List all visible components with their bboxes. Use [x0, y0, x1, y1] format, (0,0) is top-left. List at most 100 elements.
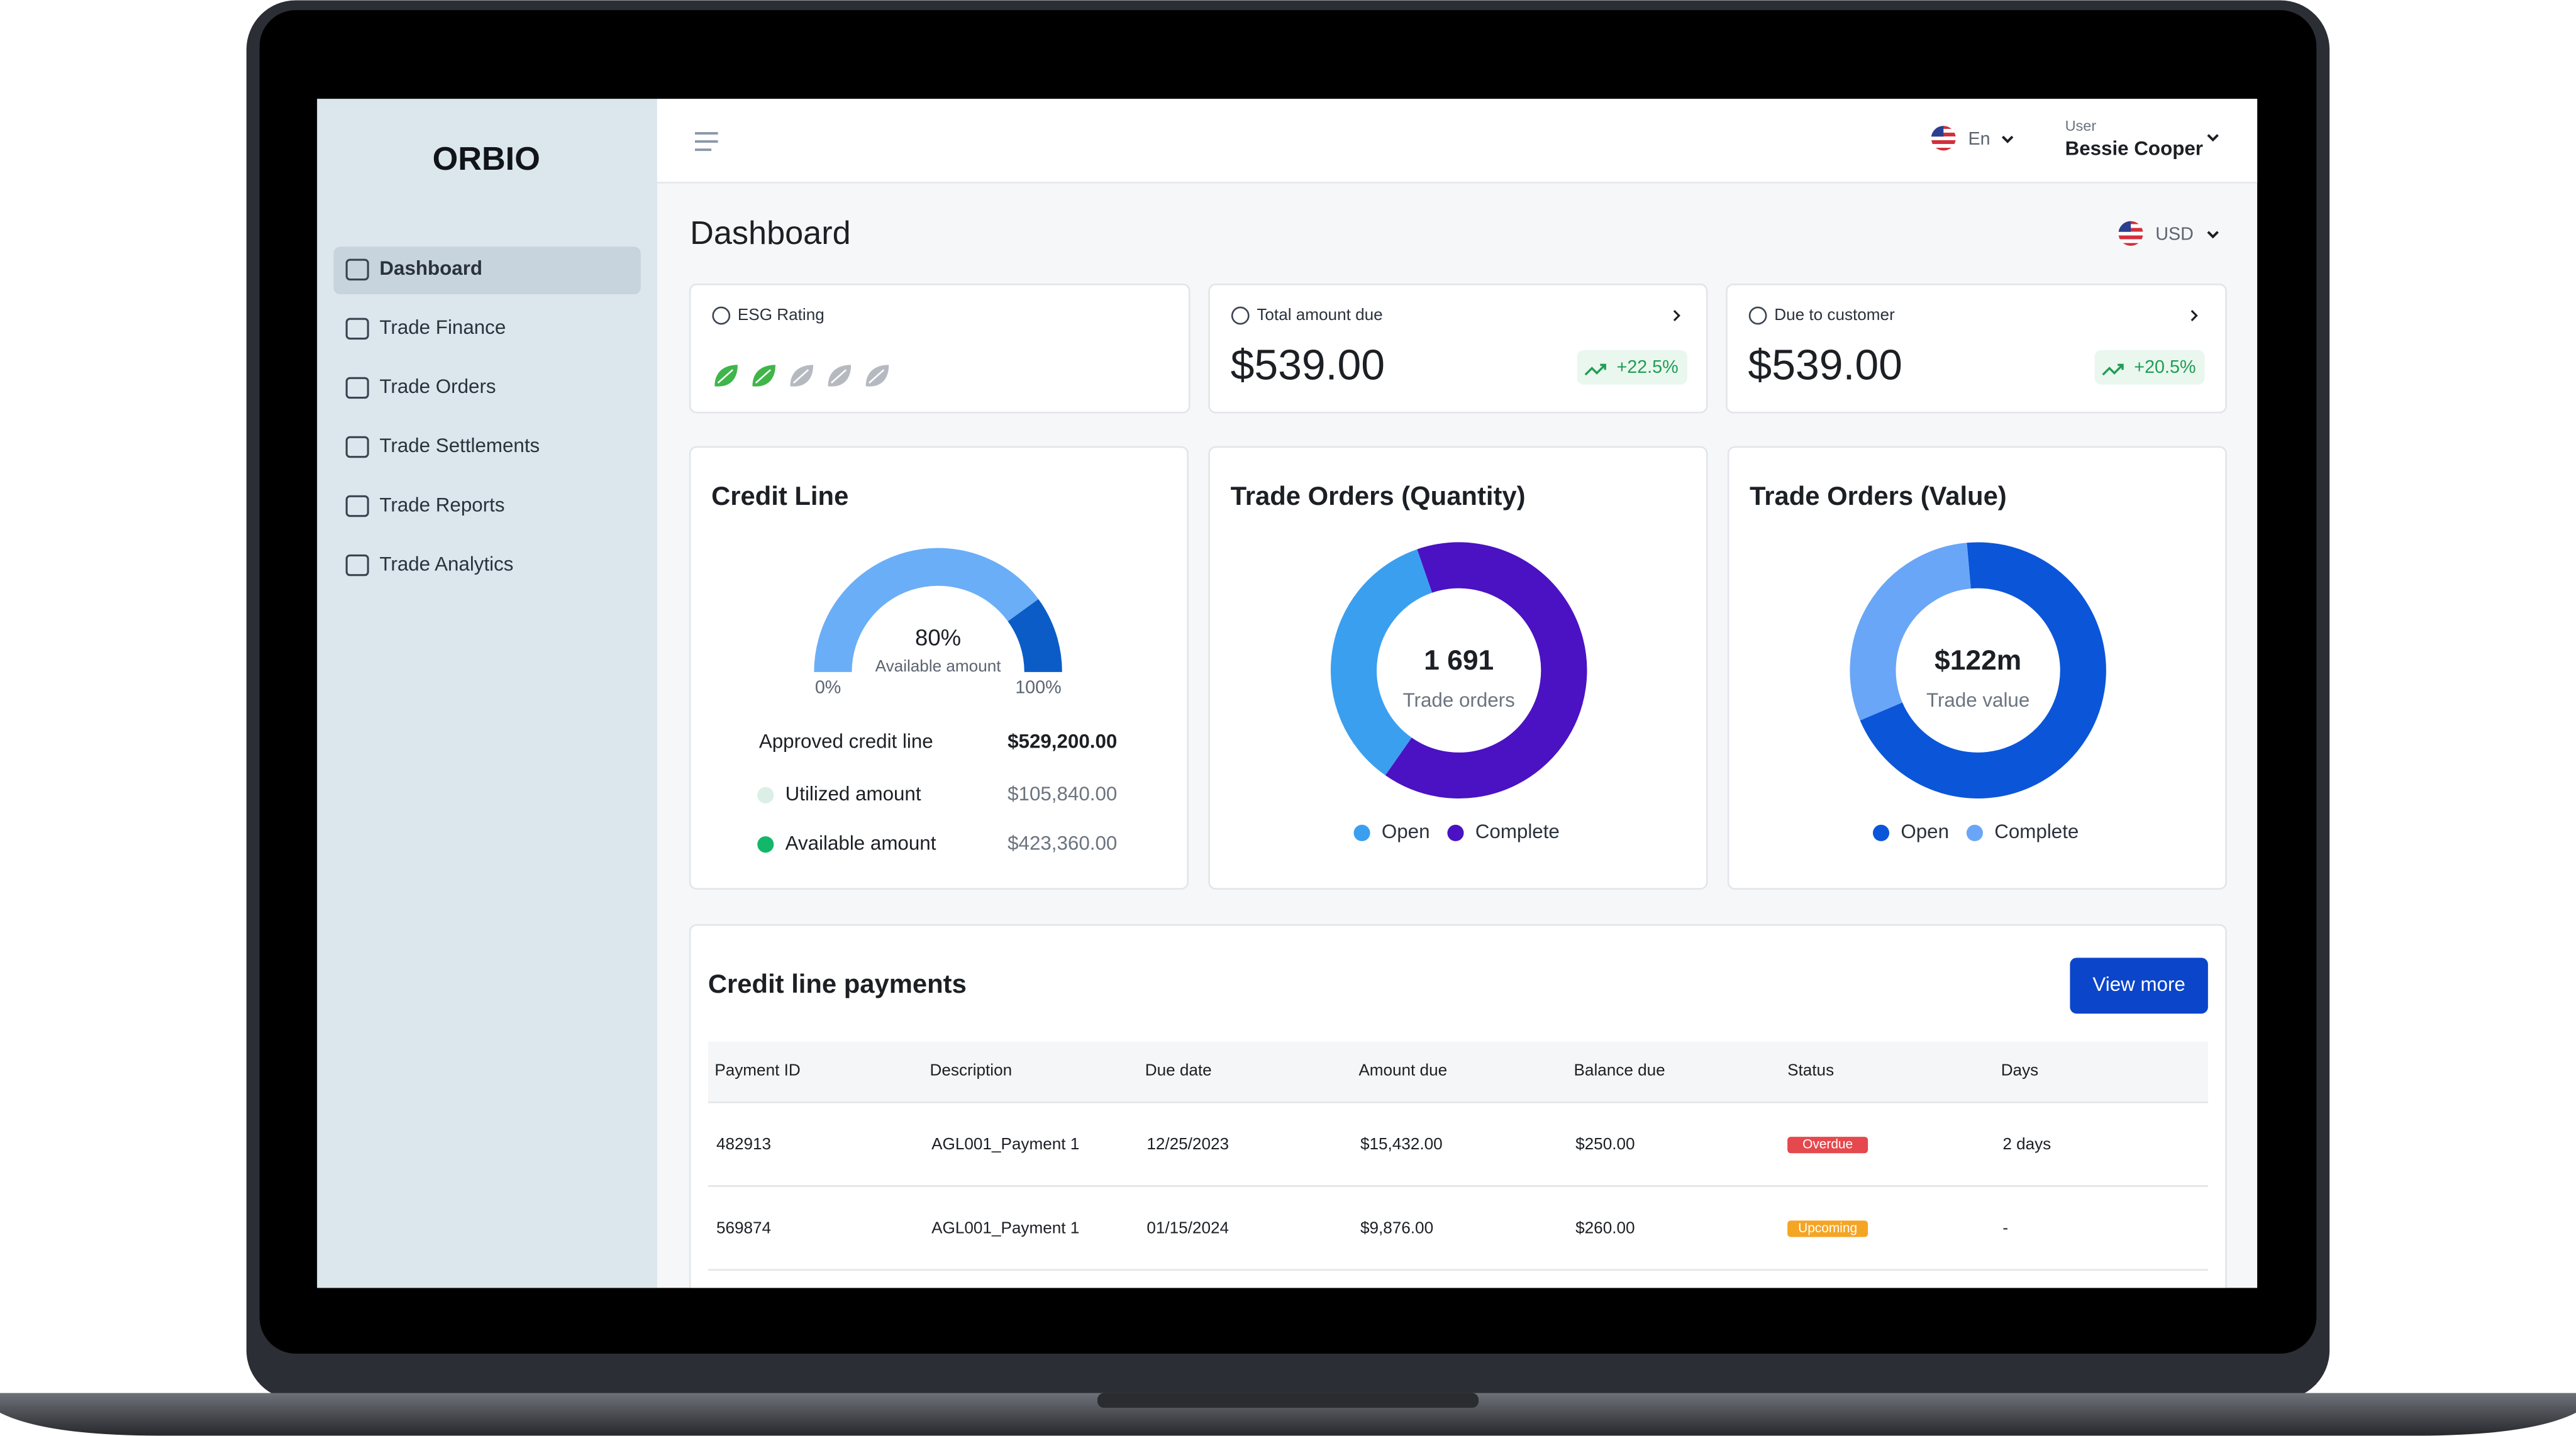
legend-dot	[1447, 824, 1464, 841]
nav-item[interactable]: Trade Settlements	[345, 434, 540, 458]
gauge-value: 80%	[915, 624, 961, 650]
esg-leaf	[714, 365, 738, 387]
topbar	[657, 99, 2258, 183]
table-cell: 01/15/2024	[1146, 1218, 1229, 1237]
table-cell: AGL001_Payment 1	[931, 1134, 1079, 1153]
table-cell: AGL001_Payment 1	[931, 1218, 1079, 1237]
card-title: Credit line payments	[708, 969, 967, 998]
gauge-caption: Available amount	[875, 656, 1002, 675]
user-label: User	[2065, 118, 2097, 134]
column-header: Description	[930, 1061, 1013, 1080]
table-cell: $250.00	[1575, 1134, 1635, 1153]
nav-item[interactable]: Trade Orders	[345, 375, 496, 399]
status-badge	[1787, 1220, 1868, 1237]
column-header: Balance due	[1574, 1061, 1665, 1080]
column-header: Status	[1787, 1061, 1834, 1080]
table-cell: $9,876.00	[1360, 1218, 1433, 1237]
stat-amount: $539.00	[1748, 342, 1902, 389]
stat-label: Due to customer	[1774, 305, 1895, 324]
leaf-vein	[792, 369, 809, 384]
view-more-button[interactable]	[2070, 958, 2208, 1014]
dropdown-chevrons	[2001, 134, 2219, 239]
donut-segment	[1860, 542, 2106, 798]
status-label: Upcoming	[1798, 1221, 1857, 1235]
stat-card	[689, 284, 1191, 414]
credit-row-amount: $529,200.00	[1008, 730, 1117, 752]
table-cell: 482913	[716, 1134, 771, 1153]
screen: ORBIO Dashboard Trade Finance Trade Orders T…	[317, 99, 2258, 1288]
nav-icon	[345, 318, 369, 340]
nav-item[interactable]: Trade Reports	[345, 494, 505, 517]
active-nav-highlight	[333, 246, 641, 295]
credit-row-label: Available amount	[786, 832, 936, 854]
legend-label: Open	[1382, 820, 1430, 842]
stat-arrow[interactable]	[1673, 310, 1680, 321]
nav-item[interactable]: Trade Analytics	[345, 553, 513, 577]
nav-icon	[345, 377, 369, 399]
language-label[interactable]: En	[1968, 129, 1990, 149]
legend-dot	[1353, 824, 1370, 841]
nav-item[interactable]: Dashboard	[345, 257, 482, 281]
column-header: Due date	[1145, 1061, 1212, 1080]
sidebar	[317, 99, 657, 1288]
donut-center-value: 1 691	[1424, 645, 1494, 676]
legend-label: Complete	[1475, 820, 1560, 842]
leaf-vein	[717, 369, 733, 384]
donut-segment	[1330, 549, 1433, 776]
page-title: Dashboard	[690, 215, 851, 251]
gauge-max-label: 100%	[1015, 678, 1061, 698]
credit-row-label: Utilized amount	[786, 783, 921, 805]
credit-row-amount: $423,360.00	[1008, 832, 1117, 854]
nav-icon	[345, 436, 369, 458]
menu-button[interactable]	[694, 132, 718, 152]
user-name[interactable]: Bessie Cooper	[2065, 137, 2203, 159]
gauge-min-label: 0%	[815, 678, 841, 698]
nav-label[interactable]: Trade Analytics	[379, 553, 513, 575]
nav-label[interactable]: Trade Reports	[379, 494, 504, 516]
table-cell: 2 days	[2002, 1134, 2051, 1153]
leaf-vein	[869, 369, 885, 384]
brand-logo: ORBIO	[433, 141, 540, 177]
legend-dot	[757, 787, 774, 804]
stat-icon	[1231, 306, 1250, 325]
donut-card	[1727, 446, 2227, 890]
table-cell: -	[2002, 1218, 2008, 1237]
gauge-used	[814, 548, 1039, 673]
table-cell: 569874	[716, 1218, 771, 1237]
card-title: Credit Line	[711, 481, 848, 511]
donut-center-label: Trade orders	[1403, 689, 1515, 711]
nav-label[interactable]: Dashboard	[379, 257, 482, 279]
status-badge	[1787, 1137, 1868, 1154]
change-value: +22.5%	[1616, 357, 1678, 377]
card-title: Trade Orders (Quantity)	[1231, 481, 1526, 511]
trend-icon	[1584, 363, 1606, 376]
change-value: +20.5%	[2134, 357, 2196, 377]
nav-icon	[345, 258, 369, 281]
table-header	[708, 1041, 2208, 1103]
status-label: Overdue	[1802, 1137, 1853, 1152]
donut-center-value: $122m	[1935, 645, 2021, 676]
currency-label[interactable]: USD	[2155, 224, 2194, 245]
laptop-base	[0, 1393, 2576, 1436]
nav-label[interactable]: Trade Orders	[379, 375, 496, 397]
legend-dot	[1872, 824, 1890, 841]
nav-item[interactable]: Trade Finance	[345, 316, 506, 340]
leaf-vein	[830, 369, 847, 384]
nav-icon	[345, 554, 369, 577]
nav-label[interactable]: Trade Finance	[379, 316, 506, 338]
stat-arrow[interactable]	[2190, 310, 2198, 321]
leaf-vein	[755, 369, 772, 384]
table-cell: 12/25/2023	[1146, 1134, 1229, 1153]
payments-card	[689, 924, 2227, 1288]
legend-label: Open	[1901, 820, 1949, 842]
credit-row-amount: $105,840.00	[1008, 783, 1117, 805]
base-notch	[1097, 1393, 1479, 1408]
donut-card	[1208, 446, 1708, 890]
button-label[interactable]: View more	[2092, 973, 2185, 995]
nav-label[interactable]: Trade Settlements	[379, 434, 540, 456]
stat-icon	[1748, 306, 1767, 325]
donut-segment	[1850, 543, 1972, 721]
credit-row-label: Approved credit line	[759, 730, 933, 752]
